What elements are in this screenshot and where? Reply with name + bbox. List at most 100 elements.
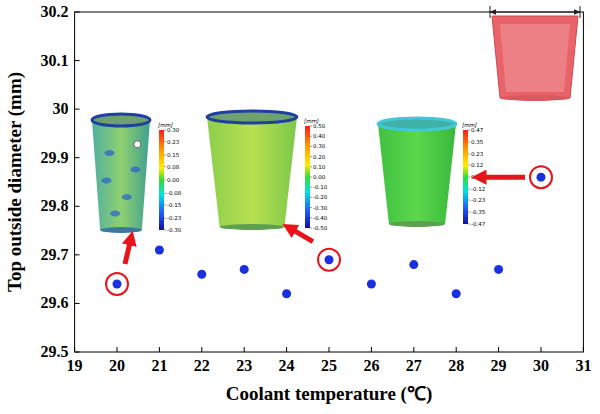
x-tick <box>413 347 414 352</box>
colorbar-tick-label: -0.30 <box>167 227 182 233</box>
colorbar-tick-label: -0.23 <box>471 197 486 203</box>
colorbar-tick-label: 0.12 <box>471 162 483 168</box>
y-tick-label: 30.1 <box>41 52 69 69</box>
cup-base <box>220 224 285 230</box>
x-tick-label: 28 <box>448 357 464 374</box>
cup-scan <box>207 117 297 227</box>
x-tick <box>74 347 75 352</box>
reference-cup-inner <box>500 24 570 92</box>
y-tick <box>75 303 80 304</box>
y-tick-label: 29.8 <box>41 197 69 214</box>
inset: [mm]0.300.230.150.080.00-0.08-0.15-0.23-… <box>92 114 182 233</box>
colorbar-tick <box>468 212 470 213</box>
colorbar-tick <box>164 130 166 131</box>
point <box>155 246 164 255</box>
y-tick <box>75 12 80 13</box>
inset: [mm]0.500.400.300.200.100.00-0.10-0.20-0… <box>207 111 328 231</box>
x-tick <box>583 347 584 352</box>
colorbar-tick-label: 0.30 <box>167 127 180 133</box>
y-tick <box>75 109 80 110</box>
colorbar-tick-label: 0.00 <box>313 174 326 180</box>
colorbar-tick-label: 0.50 <box>313 123 326 129</box>
colorbar-tick <box>310 136 312 137</box>
pointer-arrow <box>479 175 525 180</box>
colorbar-tick <box>310 207 312 208</box>
colorbar-tick-label: 0.47 <box>471 127 484 133</box>
point <box>494 265 503 274</box>
x-tick <box>541 347 542 352</box>
highlight-circle <box>530 166 552 188</box>
point <box>325 255 334 264</box>
point <box>367 280 376 289</box>
colorbar-tick-label: -0.23 <box>167 215 182 221</box>
x-tick-label: 22 <box>194 357 210 374</box>
colorbar-tick <box>468 224 470 225</box>
colorbar-tick <box>310 187 312 188</box>
colorbar-tick-label: 0.08 <box>167 164 180 170</box>
pointer-arrow <box>125 238 131 264</box>
colorbar <box>463 130 468 224</box>
x-tick-label: 19 <box>67 357 83 374</box>
x-tick <box>117 347 118 352</box>
colorbar-tick-label: -0.20 <box>313 194 328 200</box>
x-tick <box>498 347 499 352</box>
deviation-spot <box>131 167 141 173</box>
x-tick <box>371 347 372 352</box>
colorbar-tick-label: -0.40 <box>313 215 328 221</box>
y-tick-label: 30.2 <box>41 3 69 20</box>
colorbar-tick <box>310 156 312 157</box>
point <box>197 270 206 279</box>
cup-rim <box>207 111 297 123</box>
point <box>452 289 461 298</box>
x-tick <box>159 347 160 352</box>
x-tick <box>456 347 457 352</box>
colorbar <box>159 130 164 230</box>
colorbar-tick-label: -0.08 <box>167 190 182 196</box>
point <box>409 260 418 269</box>
y-axis-label: Top outside diameter (mm) <box>4 72 26 292</box>
plot-frame <box>75 12 584 352</box>
defect-hole <box>134 141 141 148</box>
reference-cup-base <box>500 95 570 101</box>
colorbar-tick <box>310 126 312 127</box>
chart: 1920212223242526272829303129.529.629.729… <box>0 0 600 414</box>
colorbar-tick <box>468 189 470 190</box>
colorbar-tick <box>310 217 312 218</box>
y-tick <box>75 157 80 158</box>
x-tick-label: 29 <box>491 357 507 374</box>
colorbar-tick <box>468 165 470 166</box>
y-tick-label: 29.9 <box>41 149 69 166</box>
cup-scan <box>92 120 150 230</box>
cup-rim <box>378 118 456 130</box>
colorbar-tick-label: 0.30 <box>313 143 326 149</box>
colorbar-tick-label: 0.23 <box>471 151 484 157</box>
deviation-spot <box>104 150 114 156</box>
x-axis-label: Coolant temperature (℃) <box>226 383 433 405</box>
inset: [mm]0.470.350.230.120.00-0.12-0.23-0.35-… <box>378 118 486 227</box>
y-tick <box>75 254 80 255</box>
reference-cup <box>492 16 578 98</box>
highlight-circle <box>106 273 128 295</box>
point <box>537 173 546 182</box>
colorbar-tick <box>310 177 312 178</box>
x-tick-label: 27 <box>406 357 422 374</box>
colorbar-tick <box>468 154 470 155</box>
colorbar-tick <box>164 193 166 194</box>
colorbar-tick-label: 0.35 <box>471 139 484 145</box>
point <box>113 280 122 289</box>
colorbar-tick-label: 0.20 <box>313 154 326 160</box>
points <box>113 173 546 299</box>
colorbar-tick-label: 0.23 <box>167 139 180 145</box>
x-tick-label: 31 <box>575 357 591 374</box>
point <box>282 289 291 298</box>
colorbar-tick <box>468 200 470 201</box>
x-tick-label: 20 <box>109 357 125 374</box>
colorbar-tick <box>164 205 166 206</box>
colorbar-tick-label: -0.15 <box>167 202 182 208</box>
colorbar-tick <box>310 197 312 198</box>
deviation-spot <box>110 211 120 217</box>
y-tick-label: 29.5 <box>41 343 69 360</box>
deviation-spot <box>102 178 112 184</box>
y-tick-label: 30 <box>53 100 69 117</box>
colorbar-tick-label: 0.15 <box>167 152 180 158</box>
